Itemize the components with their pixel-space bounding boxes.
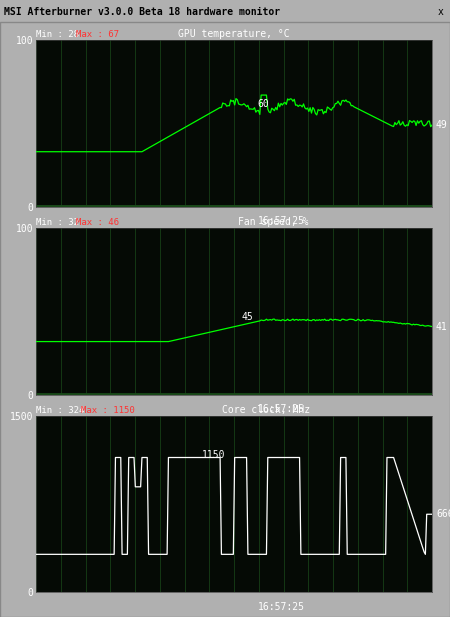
Text: Max : 1150: Max : 1150	[81, 406, 135, 415]
Text: MSI Afterburner v3.0.0 Beta 18 hardware monitor: MSI Afterburner v3.0.0 Beta 18 hardware …	[4, 7, 281, 17]
Text: 16:57:25: 16:57:25	[258, 216, 305, 226]
Text: 666: 666	[436, 509, 450, 520]
Text: Min : 324: Min : 324	[36, 406, 95, 415]
Text: Max : 67: Max : 67	[76, 30, 120, 39]
Text: GPU temperature, °C: GPU temperature, °C	[178, 29, 290, 39]
Text: 60: 60	[258, 99, 270, 109]
Text: Fan speed, %: Fan speed, %	[238, 217, 309, 227]
Text: Core clock, MHz: Core clock, MHz	[221, 405, 310, 415]
Text: 45: 45	[242, 312, 254, 322]
Text: Min : 28: Min : 28	[36, 30, 90, 39]
Text: 1150: 1150	[202, 450, 226, 460]
Text: 16:57:25: 16:57:25	[258, 602, 305, 611]
Text: x: x	[437, 7, 443, 17]
Text: Min : 32: Min : 32	[36, 218, 90, 227]
Text: 49: 49	[436, 120, 448, 130]
Text: 41: 41	[436, 321, 448, 331]
Text: 16:57:25: 16:57:25	[258, 404, 305, 414]
Text: Max : 46: Max : 46	[76, 218, 120, 227]
